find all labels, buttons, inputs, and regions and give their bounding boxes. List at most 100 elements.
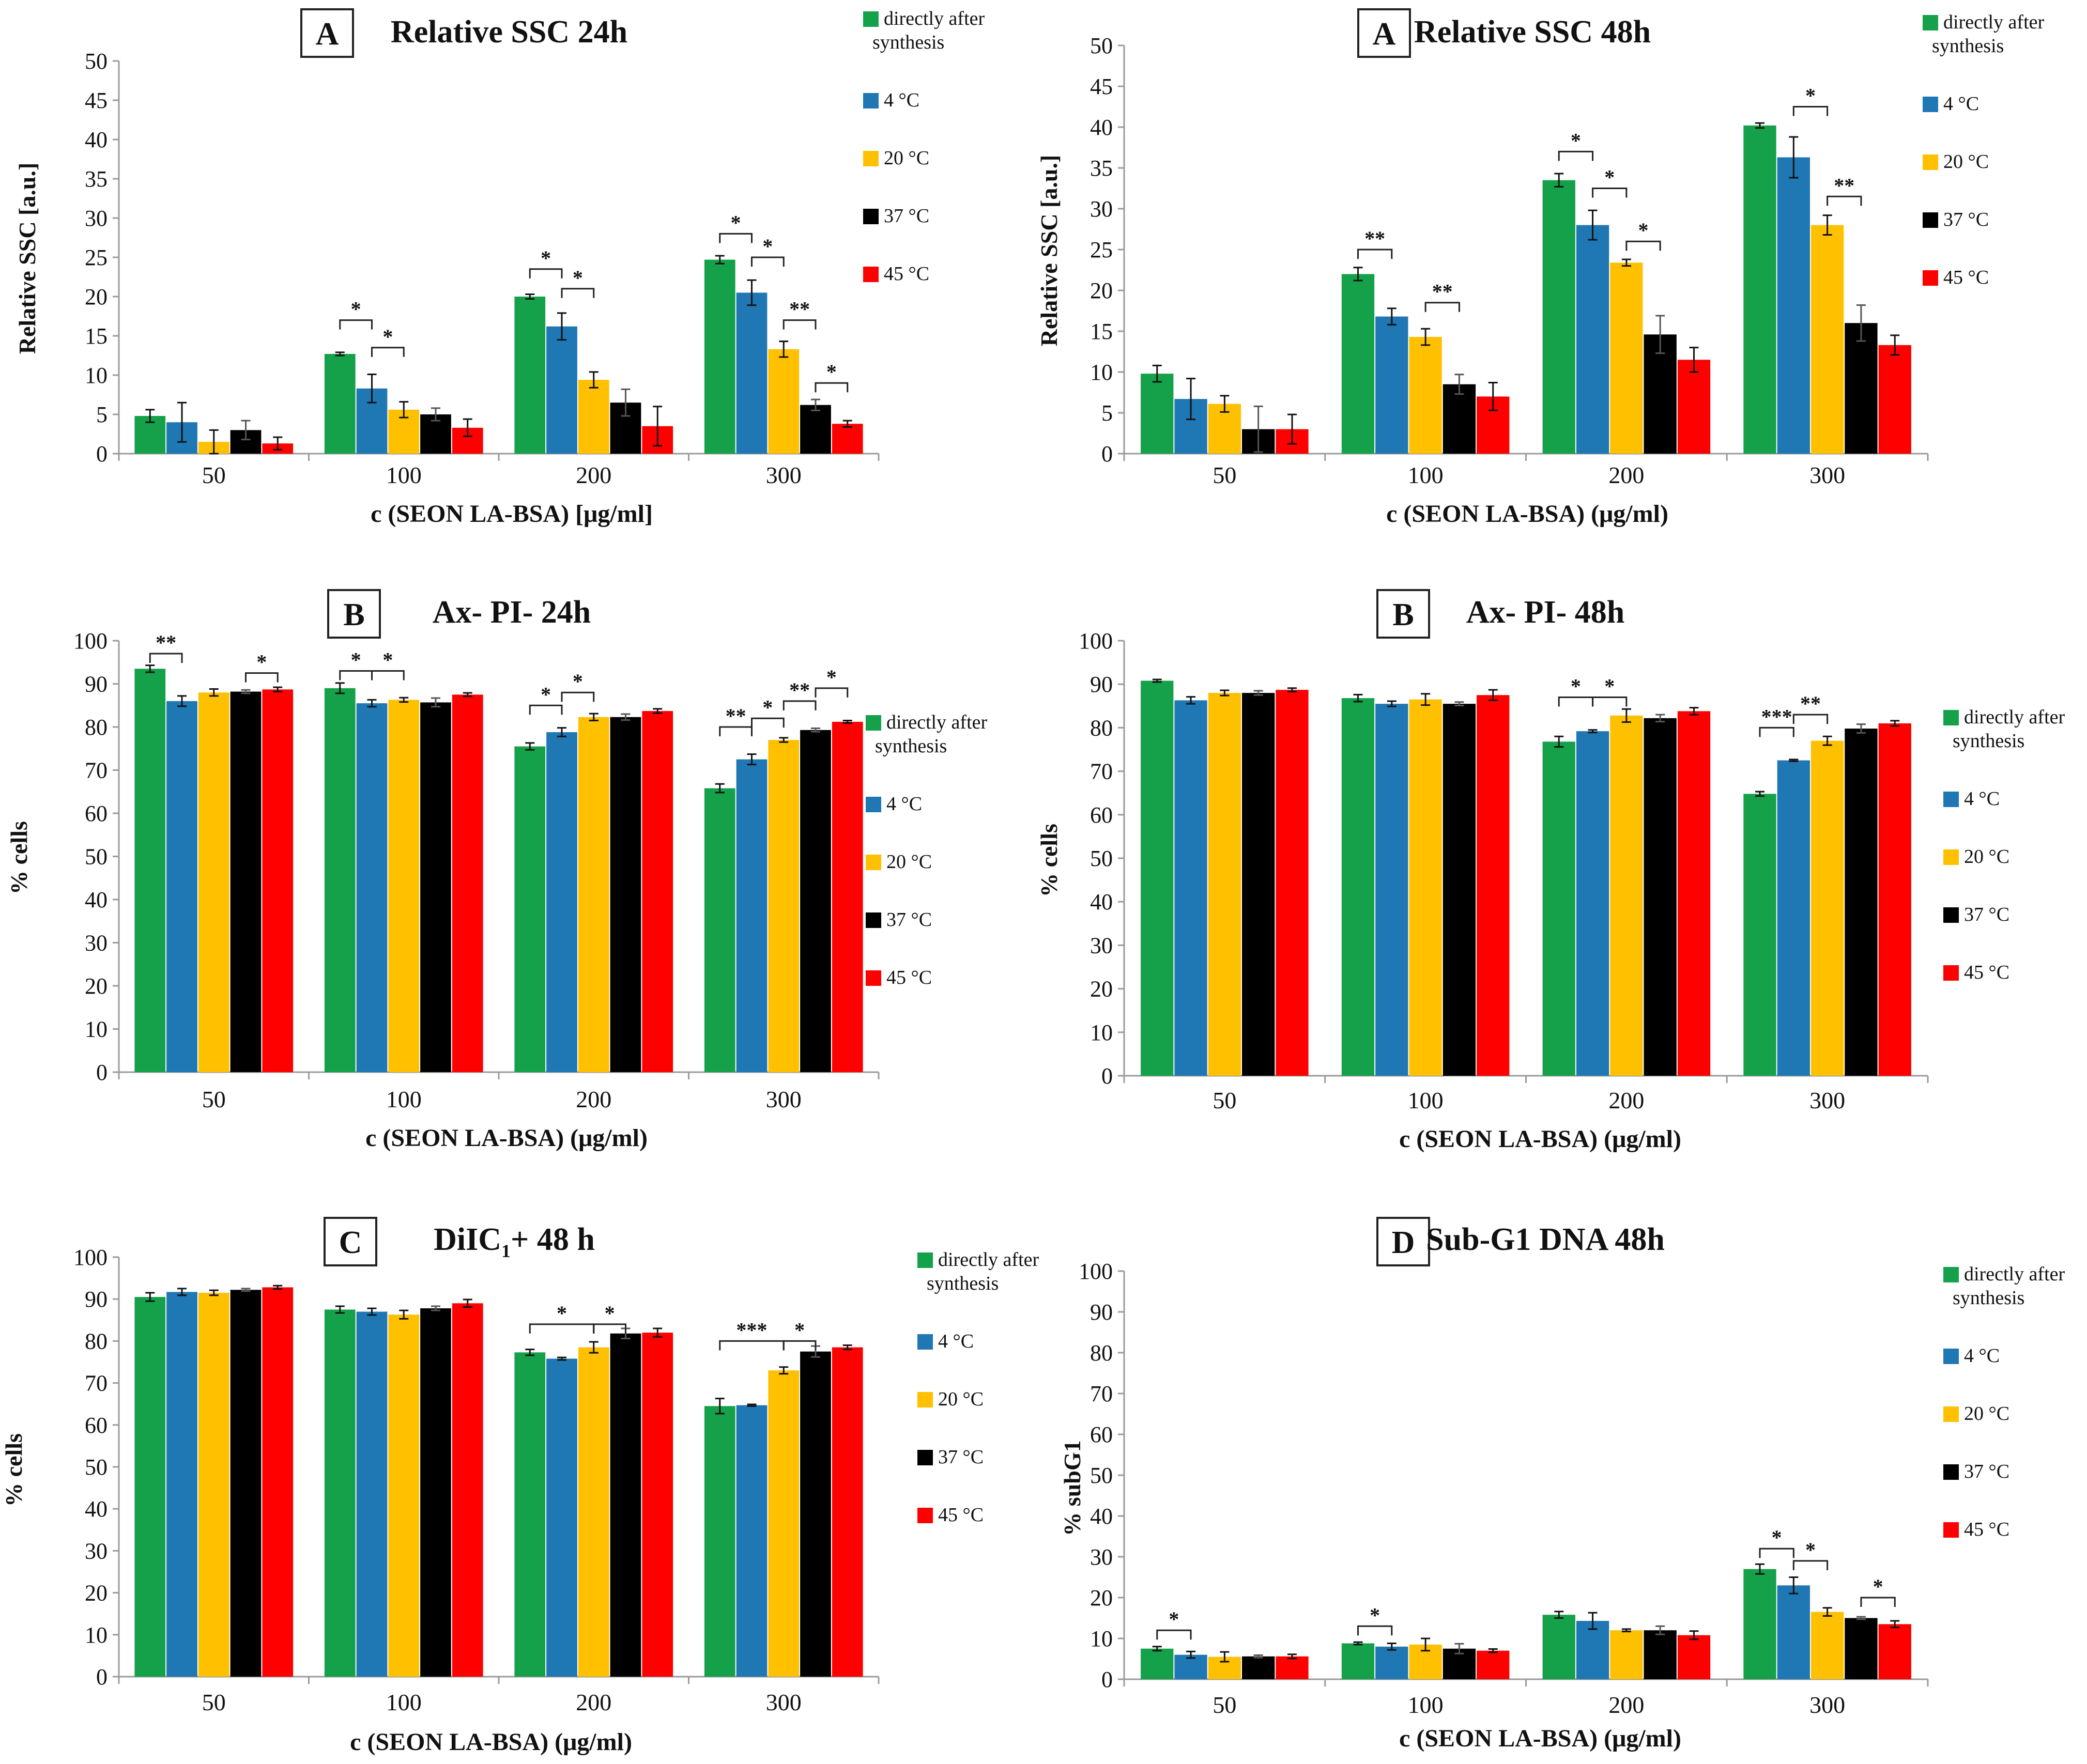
- y-tick-label: 20: [1090, 1585, 1113, 1611]
- legend-entry: 37 °C: [884, 205, 929, 227]
- x-category-label: 300: [1809, 462, 1845, 488]
- legend-entry: 37 °C: [1964, 1461, 2009, 1482]
- bar-100-series-5: [452, 694, 483, 1072]
- bar-300-series-2: [736, 1405, 768, 1677]
- bar-200-series-4: [1644, 1630, 1677, 1679]
- x-category-label: 200: [1608, 1692, 1644, 1718]
- x-category-label: 50: [202, 1689, 226, 1715]
- significance-bracket: [149, 653, 183, 663]
- significance-bracket: [815, 382, 849, 393]
- significance-bracket: [1424, 302, 1460, 312]
- y-tick-label: 70: [1090, 759, 1113, 784]
- panel-letter-box: [1357, 8, 1411, 58]
- legend-entry: 4 °C: [1943, 93, 1979, 115]
- chart-panel-1: A Relative SSC 24h05101520253035404550***…: [14, 8, 985, 528]
- y-axis-label: % cells: [1, 1433, 27, 1507]
- y-tick-label: 50: [1090, 846, 1113, 871]
- bar-100-series-3: [388, 1314, 420, 1677]
- y-tick-label: 60: [85, 1413, 108, 1438]
- significance-marker: *: [826, 360, 837, 383]
- y-tick-label: 50: [85, 49, 108, 74]
- bar-300-series-1: [704, 259, 735, 454]
- x-axis-label: c (SEON LA-BSA) [μg/ml]: [371, 500, 653, 528]
- legend-entry: directly after synthesis: [1953, 1263, 2065, 1309]
- y-tick-label: 40: [85, 887, 108, 912]
- significance-marker: *: [762, 235, 773, 258]
- x-axis-label: c (SEON LA-BSA) (μg/ml): [1399, 1725, 1681, 1752]
- significance-marker: **: [789, 678, 810, 702]
- x-category-label: 50: [202, 1086, 226, 1112]
- bar-200-series-1: [1542, 1615, 1575, 1679]
- bar-200-series-5: [1677, 1635, 1711, 1679]
- panel-letter-box: [1376, 589, 1430, 639]
- y-tick-label: 15: [85, 323, 108, 349]
- bar-50-series-2: [166, 1292, 197, 1677]
- legend-swatch: [863, 11, 879, 27]
- bar-50-series-3: [1208, 693, 1241, 1076]
- bar-300-series-4: [1845, 729, 1878, 1076]
- bar-50-series-1: [134, 1297, 166, 1677]
- bar-300-series-5: [832, 424, 863, 454]
- legend-swatch: [1923, 154, 1938, 170]
- bar-100-series-5: [452, 1303, 483, 1677]
- y-tick-label: 10: [85, 1017, 108, 1042]
- legend-entry: 45 °C: [884, 263, 929, 285]
- y-tick-label: 90: [1090, 672, 1113, 697]
- bar-200-series-3: [578, 1347, 609, 1677]
- panel-letter: C: [339, 1225, 362, 1260]
- y-tick-label: 70: [1090, 1381, 1113, 1406]
- chart-title: Ax- PI- 48h: [1466, 595, 1625, 630]
- chart-title: Ax- PI- 24h: [433, 595, 591, 630]
- chart-panel-2: A Relative SSC 48h05101520253035404550***…: [1036, 8, 2045, 528]
- bar-300-series-3: [768, 740, 800, 1072]
- y-tick-label: 20: [85, 973, 108, 999]
- significance-marker: *: [1571, 674, 1581, 698]
- chart-title: Relative SSC 48h: [1414, 14, 1651, 50]
- significance-marker: *: [1805, 1538, 1816, 1561]
- significance-marker: *: [541, 683, 551, 706]
- y-tick-label: 30: [85, 1538, 108, 1564]
- x-axis-label: c (SEON LA-BSA) (μg/ml): [365, 1124, 648, 1152]
- legend-swatch: [1943, 1267, 1959, 1282]
- legend-entry: 20 °C: [1964, 846, 2009, 868]
- y-tick-label: 30: [85, 931, 108, 956]
- significance-marker: *: [762, 695, 773, 719]
- bar-200-series-2: [546, 326, 577, 454]
- legend-swatch: [1943, 1406, 1959, 1422]
- y-tick-label: 100: [1079, 1259, 1113, 1284]
- x-category-label: 100: [386, 1086, 422, 1112]
- bar-50-series-4: [1242, 1656, 1275, 1679]
- bar-300-series-3: [1810, 225, 1844, 454]
- significance-bracket: [371, 670, 405, 680]
- bar-200-series-3: [1610, 1630, 1643, 1679]
- significance-bracket: [244, 672, 279, 683]
- significance-marker: *: [1805, 84, 1816, 107]
- significance-bracket: [719, 233, 753, 243]
- chart-title: Sub-G1 DNA 48h: [1426, 1222, 1665, 1257]
- x-category-label: 50: [1213, 1692, 1236, 1718]
- legend-entry: 45 °C: [1964, 1519, 2009, 1540]
- y-tick-label: 80: [1090, 715, 1113, 740]
- legend-entry: 4 °C: [884, 89, 919, 111]
- y-tick-label: 45: [1090, 74, 1113, 99]
- legend-entry: 37 °C: [886, 909, 932, 931]
- legend-swatch: [1943, 907, 1959, 923]
- x-category-label: 50: [1213, 1087, 1236, 1113]
- bar-100-series-1: [1341, 698, 1375, 1076]
- legend-swatch: [917, 1252, 933, 1268]
- significance-bracket: [529, 268, 563, 278]
- significance-marker: *: [351, 298, 361, 321]
- x-category-label: 100: [386, 1689, 422, 1715]
- x-category-label: 300: [766, 462, 802, 488]
- legend-swatch: [1923, 270, 1938, 286]
- significance-bracket: [782, 319, 817, 330]
- legend-entry: 37 °C: [1964, 904, 2009, 925]
- significance-marker: *: [1772, 1526, 1782, 1549]
- significance-bracket: [561, 288, 595, 298]
- significance-marker: *: [1873, 1575, 1883, 1598]
- significance-marker: *: [573, 266, 583, 289]
- legend-swatch: [1923, 97, 1938, 112]
- y-tick-label: 100: [1079, 628, 1113, 654]
- bar-50-series-1: [134, 669, 166, 1072]
- y-tick-label: 40: [1090, 1504, 1113, 1529]
